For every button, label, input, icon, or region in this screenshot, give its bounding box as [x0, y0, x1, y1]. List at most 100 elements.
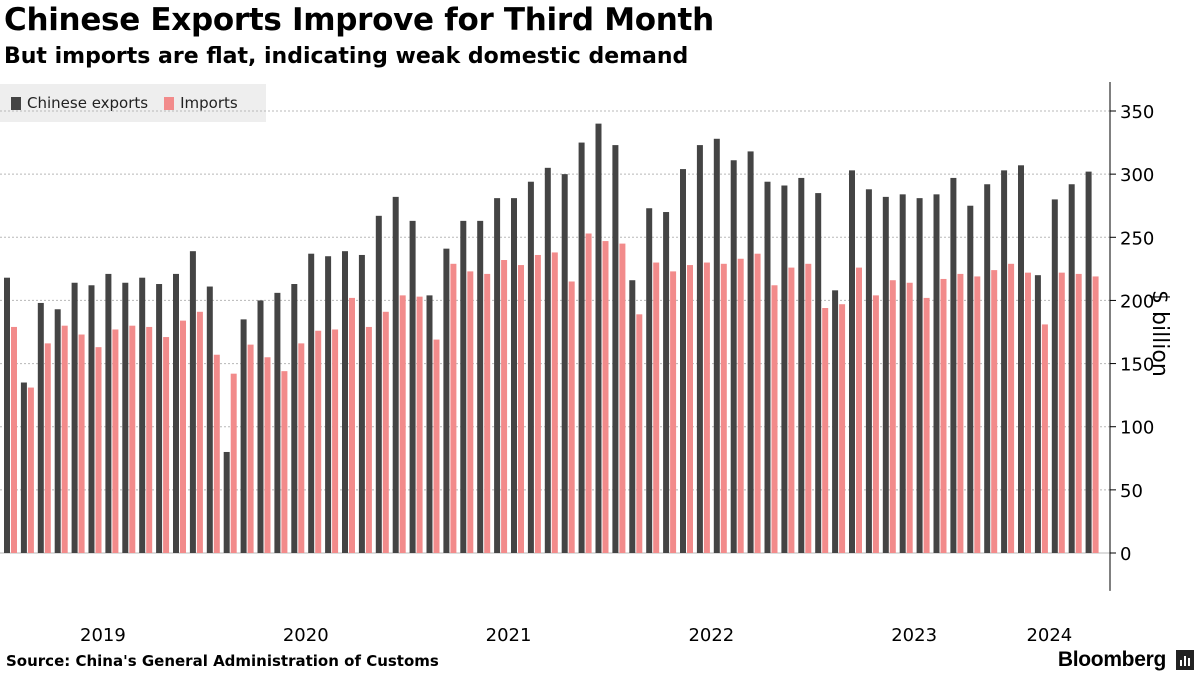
y-tick-label: 350: [1120, 102, 1154, 123]
exports-bar: [663, 212, 670, 553]
exports-bar: [375, 215, 382, 553]
exports-bar: [865, 189, 872, 553]
x-tick-label: 2024: [1026, 625, 1072, 646]
imports-bar: [332, 329, 339, 553]
exports-bar: [595, 123, 602, 553]
imports-bar: [737, 258, 744, 553]
y-tick-label: 0: [1120, 544, 1131, 565]
imports-bar: [687, 265, 693, 553]
exports-bar: [629, 280, 636, 553]
imports-bar: [991, 270, 998, 553]
exports-bar: [4, 277, 10, 553]
exports-bar: [680, 169, 686, 553]
x-tick-label: 2022: [688, 625, 734, 646]
imports-bar: [974, 276, 981, 553]
exports-bar: [173, 273, 179, 553]
imports-bar: [1008, 263, 1015, 553]
y-tick-label: 50: [1120, 481, 1143, 502]
x-tick-label: 2023: [891, 625, 937, 646]
imports-bar: [247, 344, 254, 553]
imports-bar: [619, 243, 626, 553]
exports-bar: [646, 208, 653, 554]
imports-bar: [872, 295, 879, 553]
imports-bar: [518, 265, 524, 553]
bloomberg-bars-icon: [1176, 650, 1194, 670]
legend-label-imports: Imports: [180, 94, 238, 112]
exports-bar: [308, 253, 315, 553]
exports-bar: [223, 451, 230, 553]
imports-bar: [163, 337, 170, 553]
imports-bar: [585, 233, 592, 554]
exports-bar: [544, 167, 551, 554]
exports-bar: [561, 174, 568, 553]
imports-bar: [433, 339, 440, 553]
legend-item-exports[interactable]: Chinese exports: [11, 94, 148, 112]
exports-bar: [1018, 165, 1024, 553]
x-tick-label: 2019: [80, 625, 126, 646]
exports-bar: [511, 198, 517, 553]
exports-bar: [139, 277, 146, 553]
brand-logo-text: Bloomberg: [1057, 648, 1166, 671]
imports-bar: [568, 281, 575, 553]
imports-bar: [501, 260, 508, 553]
exports-bar: [1001, 170, 1008, 553]
exports-bar: [899, 194, 906, 553]
imports-bar: [61, 325, 68, 553]
x-tick-label: 2020: [283, 625, 329, 646]
x-tick-label: 2021: [486, 625, 532, 646]
exports-bar: [392, 196, 399, 554]
imports-bar: [636, 314, 643, 553]
legend: Chinese exports Imports: [0, 84, 266, 122]
imports-bar: [670, 271, 677, 553]
imports-bar: [484, 273, 491, 553]
imports-bar: [771, 285, 778, 553]
exports-bar: [578, 142, 585, 554]
exports-bar: [358, 254, 365, 554]
imports-bar: [653, 262, 660, 553]
y-tick-label: 150: [1120, 355, 1154, 376]
imports-bar: [839, 304, 846, 553]
imports-bar: [213, 354, 220, 553]
legend-swatch-exports: [11, 96, 21, 110]
imports-bar: [957, 273, 964, 553]
imports-bar: [129, 325, 136, 553]
imports-bar: [180, 320, 186, 553]
imports-bar: [78, 334, 85, 553]
imports-bar: [264, 357, 271, 553]
imports-bar: [602, 241, 609, 553]
imports-bar: [754, 253, 761, 553]
imports-bar: [1025, 272, 1031, 553]
imports-bar: [399, 295, 406, 553]
exports-bar: [105, 273, 112, 553]
imports-bar: [805, 263, 812, 553]
exports-bar: [342, 251, 348, 554]
imports-bar: [822, 308, 829, 553]
chart-title: Chinese Exports Improve for Third Month: [4, 2, 714, 38]
exports-bar: [967, 205, 974, 553]
exports-bar: [764, 181, 771, 553]
imports-bar: [146, 326, 153, 553]
imports-bar: [230, 373, 237, 553]
imports-bar: [365, 326, 372, 553]
imports-bar: [416, 296, 423, 553]
imports-bar: [27, 387, 34, 553]
y-tick-label: 250: [1120, 228, 1154, 249]
exports-bar: [54, 309, 61, 553]
exports-bar: [527, 181, 534, 553]
exports-bar: [71, 282, 78, 553]
imports-bar: [112, 329, 119, 553]
exports-bar: [257, 300, 264, 553]
exports-bar: [477, 220, 484, 553]
legend-item-imports[interactable]: Imports: [164, 94, 238, 112]
exports-bar: [122, 282, 129, 553]
exports-bar: [494, 198, 501, 553]
imports-bar: [382, 311, 389, 553]
exports-bar: [815, 193, 822, 554]
exports-bar: [730, 160, 737, 553]
exports-bar: [291, 284, 298, 553]
imports-bar: [349, 297, 355, 553]
exports-bar: [325, 256, 332, 553]
exports-bar: [156, 284, 163, 553]
exports-bar: [984, 184, 991, 553]
